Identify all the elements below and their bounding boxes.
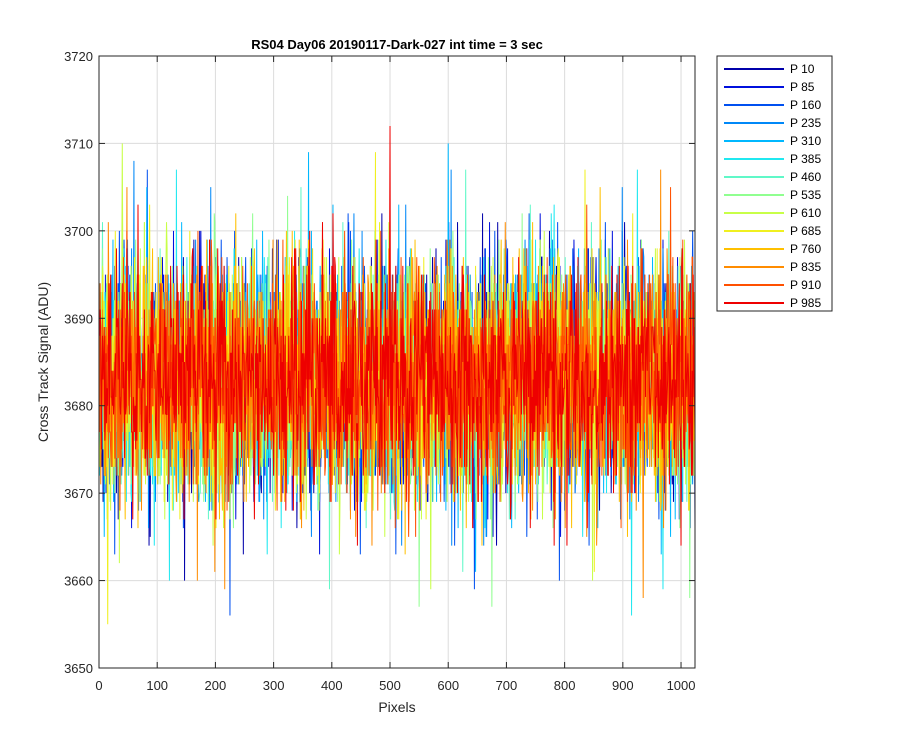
legend: P 10 P 85 P 160 P 235 P 310 P 385 P 460 P 535 P … xyxy=(716,55,833,312)
series-line-p985 xyxy=(99,125,696,546)
legend-label: P 235 xyxy=(790,116,821,130)
x-tick-label: 200 xyxy=(205,678,227,693)
y-axis-label: Cross Track Signal (ADU) xyxy=(35,282,51,442)
axis-ticks: 0 100 200 300 400 500 600 700 800 900 1000 3650 3660… xyxy=(64,49,695,693)
legend-label: P 535 xyxy=(790,188,821,202)
legend-label: P 160 xyxy=(790,98,821,112)
axes-box xyxy=(98,55,696,669)
y-tick-label: 3720 xyxy=(64,49,93,64)
x-tick-label: 300 xyxy=(263,678,285,693)
y-tick-label: 3700 xyxy=(64,224,93,239)
series-layer xyxy=(99,125,696,625)
y-tick-label: 3680 xyxy=(64,399,93,414)
x-tick-label: 100 xyxy=(146,678,168,693)
y-tick-label: 3660 xyxy=(64,574,93,589)
y-tick-label: 3710 xyxy=(64,136,93,151)
legend-label: P 85 xyxy=(790,80,815,94)
legend-label: P 385 xyxy=(790,152,821,166)
legend-label: P 760 xyxy=(790,242,821,256)
legend-label: P 685 xyxy=(790,224,821,238)
legend-items: P 10 P 85 P 160 P 235 P 310 P 385 P 460 P 535 P … xyxy=(724,62,821,310)
y-tick-label: 3650 xyxy=(64,661,93,676)
x-tick-label: 400 xyxy=(321,678,343,693)
legend-label: P 835 xyxy=(790,260,821,274)
legend-label: P 460 xyxy=(790,170,821,184)
x-tick-label: 700 xyxy=(496,678,518,693)
x-tick-label: 900 xyxy=(612,678,634,693)
x-tick-label: 800 xyxy=(554,678,576,693)
legend-label: P 985 xyxy=(790,296,821,310)
x-tick-label: 1000 xyxy=(667,678,696,693)
legend-label: P 610 xyxy=(790,206,821,220)
legend-label: P 10 xyxy=(790,62,815,76)
x-axis-label: Pixels xyxy=(378,699,415,715)
y-tick-label: 3690 xyxy=(64,311,93,326)
plot-area: 0 100 200 300 400 500 600 700 800 900 1000 3650 3660… xyxy=(64,49,696,693)
legend-label: P 910 xyxy=(790,278,821,292)
legend-label: P 310 xyxy=(790,134,821,148)
x-tick-label: 0 xyxy=(95,678,102,693)
x-tick-label: 600 xyxy=(437,678,459,693)
legend-box xyxy=(716,55,833,312)
x-tick-label: 500 xyxy=(379,678,401,693)
y-tick-label: 3670 xyxy=(64,486,93,501)
chart-title: RS04 Day06 20190117-Dark-027 int time = … xyxy=(251,37,543,52)
